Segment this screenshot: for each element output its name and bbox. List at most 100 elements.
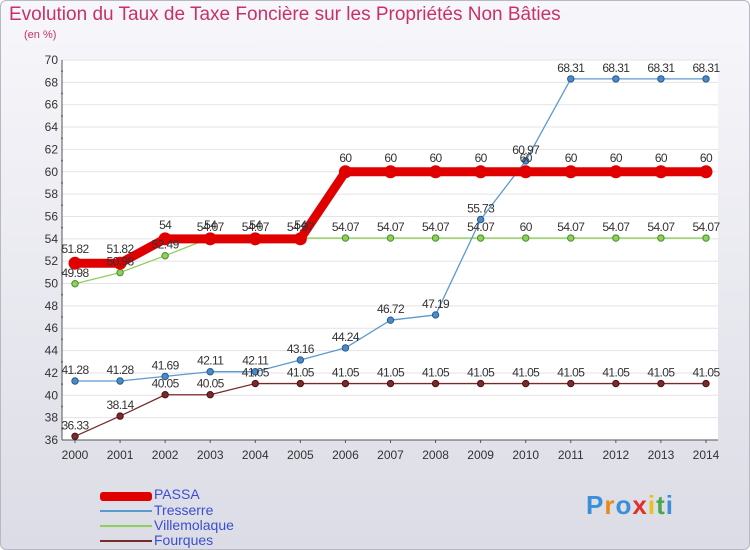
- x-tick-label: 2014: [693, 448, 720, 462]
- y-tick-label: 70: [45, 53, 59, 67]
- data-label-tresserre: 68.31: [557, 61, 585, 75]
- data-label-passa: 60: [655, 151, 668, 165]
- y-tick-label: 50: [45, 277, 59, 291]
- data-point-villemolaque: [161, 252, 169, 260]
- data-label-fourques: 40.05: [152, 377, 180, 391]
- logo-letter: i: [665, 490, 674, 520]
- data-label-passa: 60: [565, 151, 578, 165]
- data-label-fourques: 41.05: [377, 366, 405, 380]
- data-label-tresserre: 42.11: [197, 354, 224, 368]
- data-point-fourques: [251, 379, 259, 388]
- y-tick-label: 36: [45, 433, 59, 447]
- data-point-tresserre: [612, 75, 620, 83]
- legend-label-fourques: Fourques: [154, 532, 214, 548]
- data-label-passa: 60: [520, 151, 533, 165]
- y-tick-label: 42: [45, 366, 59, 380]
- chart-title: Evolution du Taux de Taxe Foncière sur l…: [9, 4, 561, 25]
- data-label-fourques: 41.05: [512, 366, 540, 380]
- x-tick-label: 2004: [242, 448, 269, 462]
- data-label-tresserre: 44.24: [332, 330, 360, 344]
- data-point-tresserre: [702, 75, 710, 83]
- data-label-tresserre: 41.69: [152, 358, 180, 372]
- data-point-fourques: [206, 391, 214, 399]
- y-tick-label: 68: [45, 75, 59, 89]
- y-tick-label: 44: [45, 344, 59, 358]
- data-point-passa: [113, 256, 127, 270]
- data-point-tresserre: [71, 377, 79, 385]
- data-point-fourques: [476, 379, 485, 388]
- data-label-tresserre: 41.28: [107, 363, 135, 377]
- data-label-tresserre: 68.31: [692, 61, 720, 75]
- data-label-fourques: 41.05: [422, 366, 450, 380]
- data-point-passa: [429, 165, 443, 179]
- data-point-fourques: [386, 379, 395, 388]
- data-label-villemolaque: 54.07: [332, 220, 360, 234]
- x-tick-label: 2013: [648, 448, 675, 462]
- y-tick-label: 40: [45, 388, 59, 402]
- data-point-villemolaque: [702, 234, 710, 242]
- data-point-villemolaque: [116, 268, 124, 277]
- x-tick-label: 2010: [512, 448, 539, 462]
- data-label-villemolaque: 54.07: [377, 220, 405, 234]
- data-label-fourques: 41.05: [692, 366, 720, 380]
- line-chart: 36 38 40 42 44 46 48 50 52 54 56 58 60 62 64 66 68 70 2000…: [45, 53, 721, 462]
- data-point-villemolaque: [476, 234, 485, 242]
- data-point-tresserre: [386, 316, 395, 324]
- data-point-tresserre: [567, 75, 575, 83]
- chart-unit: (en %): [24, 29, 57, 41]
- data-point-tresserre: [341, 344, 350, 352]
- data-label-fourques: 41.05: [602, 366, 630, 380]
- data-label-tresserre: 42.11: [242, 354, 269, 368]
- data-label-tresserre: 55.73: [467, 201, 495, 215]
- data-point-fourques: [341, 379, 350, 388]
- data-point-tresserre: [431, 311, 440, 319]
- data-point-fourques: [702, 379, 710, 388]
- y-tick-label: 64: [45, 120, 59, 134]
- y-tick-label: 56: [45, 209, 59, 223]
- data-point-villemolaque: [522, 234, 530, 242]
- data-label-villemolaque: 60: [520, 220, 533, 234]
- data-point-passa: [699, 165, 713, 179]
- data-label-tresserre: 46.72: [377, 302, 405, 316]
- logo-letter: x: [632, 490, 648, 520]
- data-point-tresserre: [296, 356, 305, 364]
- x-tick-label: 2001: [107, 448, 134, 462]
- x-tick-label: 2008: [422, 448, 449, 462]
- x-tick-label: 2002: [152, 448, 179, 462]
- legend-swatch-fourques: [100, 540, 152, 542]
- data-label-villemolaque: 54.07: [287, 220, 315, 234]
- data-label-villemolaque: 54.07: [692, 220, 720, 234]
- data-label-fourques: 41.05: [467, 366, 495, 380]
- data-label-passa: 60: [610, 151, 623, 165]
- plot-area: [62, 60, 718, 440]
- data-point-villemolaque: [657, 234, 665, 242]
- data-point-villemolaque: [71, 280, 79, 288]
- data-label-passa: 54: [249, 218, 262, 232]
- data-point-passa: [203, 232, 217, 246]
- data-point-villemolaque: [386, 234, 395, 242]
- data-point-fourques: [567, 379, 575, 388]
- logo-letter: i: [647, 490, 657, 520]
- data-point-fourques: [431, 379, 440, 388]
- data-label-villemolaque: 54.07: [422, 220, 450, 234]
- data-label-passa: 60: [700, 151, 713, 165]
- y-tick-label: 52: [45, 254, 59, 268]
- data-label-villemolaque: 50.98: [107, 255, 135, 269]
- data-point-tresserre: [522, 157, 530, 165]
- data-point-passa: [519, 165, 533, 179]
- data-point-passa: [654, 165, 668, 179]
- y-tick-label: 38: [45, 411, 59, 425]
- data-point-villemolaque: [567, 234, 575, 242]
- data-point-passa: [68, 256, 82, 270]
- y-tick-label: 46: [45, 321, 59, 335]
- data-point-fourques: [296, 379, 305, 388]
- x-tick-label: 2006: [332, 448, 359, 462]
- data-label-villemolaque: 54.07: [467, 220, 495, 234]
- data-point-tresserre: [206, 368, 214, 376]
- data-label-passa: 60: [475, 151, 488, 165]
- data-point-fourques: [612, 379, 620, 388]
- data-point-fourques: [71, 432, 79, 441]
- data-label-tresserre: 60.97: [512, 143, 540, 157]
- data-label-passa: 51.82: [107, 242, 135, 256]
- data-label-tresserre: 47.19: [422, 297, 450, 311]
